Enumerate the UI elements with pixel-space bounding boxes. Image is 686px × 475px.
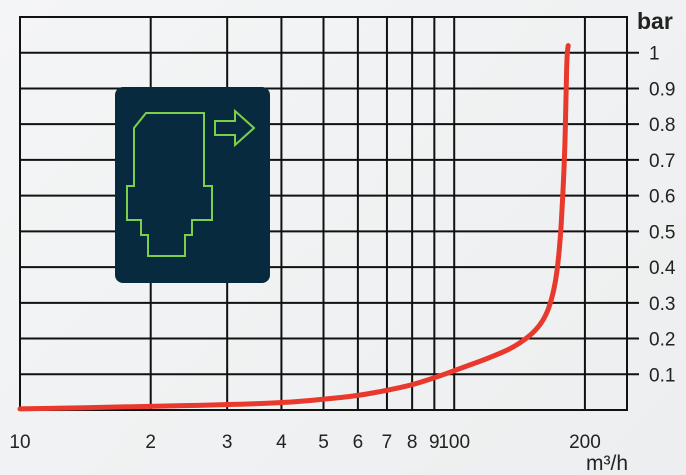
y-tick-label: 0.8 xyxy=(649,115,675,136)
y-tick-label: 1 xyxy=(649,44,660,65)
y-tick-label: 0.7 xyxy=(649,151,675,172)
y-tick-label: 0.4 xyxy=(649,258,676,279)
x-tick-label: 4 xyxy=(276,432,287,453)
chart-grid xyxy=(19,16,639,411)
chart-series xyxy=(17,43,571,412)
x-tick-label: 6 xyxy=(353,432,364,453)
y-tick-label: 0.9 xyxy=(649,79,675,100)
y-tick-label: 0.6 xyxy=(649,187,675,208)
x-tick-label: 5 xyxy=(318,432,329,453)
x-tick-label: 200 xyxy=(569,432,601,453)
x-tick-label: 9 xyxy=(429,432,440,453)
x-tick-label: 100 xyxy=(438,432,470,453)
flow-arrow-icon xyxy=(214,108,256,148)
y-tick-label: 0.5 xyxy=(649,222,675,243)
x-tick-label: 2 xyxy=(145,432,156,453)
x-tick-label: 3 xyxy=(222,432,233,453)
valve-outline-icon xyxy=(126,112,213,257)
y-tick-label: 0.1 xyxy=(649,365,675,386)
x-tick-label: 8 xyxy=(407,432,418,453)
inset-background xyxy=(115,87,270,283)
x-tick-label: 7 xyxy=(382,432,393,453)
y-tick-label: 0.3 xyxy=(649,294,675,315)
series-line-0 xyxy=(17,43,571,412)
valve-inset xyxy=(115,87,270,283)
x-axis-title: m³/h xyxy=(586,452,628,475)
x-tick-label: 10 xyxy=(9,432,30,453)
y-tick-label: 0.2 xyxy=(649,330,675,351)
y-axis-title: bar xyxy=(637,8,673,34)
